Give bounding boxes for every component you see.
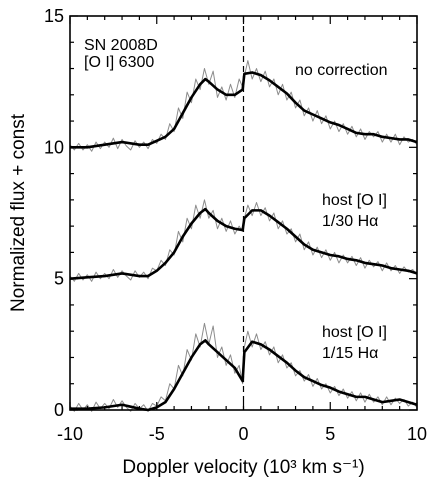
x-tick-label: 5	[325, 424, 335, 444]
tick-labels: -10 -5 0 5 10 0 5 10 15	[44, 6, 427, 444]
x-axis-label: Doppler velocity (10³ km s⁻¹)	[122, 457, 364, 478]
smoothed-spectrum-0	[70, 71, 418, 149]
y-axis-label: Normalized flux + const	[8, 113, 29, 312]
annotation-ratio-1-15: 1/15 Hα	[322, 345, 378, 362]
annotation-host-oi-2: host [O I]	[322, 324, 387, 341]
annotation-no-correction: no correction	[295, 62, 388, 79]
x-tick-label: 0	[238, 424, 248, 444]
x-tick-label: 10	[407, 424, 427, 444]
annotation-object: SN 2008D	[84, 37, 158, 54]
y-tick-label: 0	[54, 400, 64, 420]
axis-ticks	[69, 15, 418, 411]
annotation-line: [O I] 6300	[84, 54, 154, 71]
y-tick-label: 15	[44, 6, 64, 26]
annotation-ratio-1-30: 1/30 Hα	[322, 213, 378, 230]
annotation-host-oi-1: host [O I]	[322, 192, 387, 209]
x-tick-label: -5	[149, 424, 165, 444]
smoothed-spectrum-2	[70, 339, 418, 412]
y-tick-label: 10	[44, 137, 64, 157]
y-tick-label: 5	[54, 269, 64, 289]
smoothed-spectrum-1	[69, 207, 418, 280]
smoothed-spectra	[69, 71, 418, 412]
x-tick-label: -10	[57, 424, 83, 444]
